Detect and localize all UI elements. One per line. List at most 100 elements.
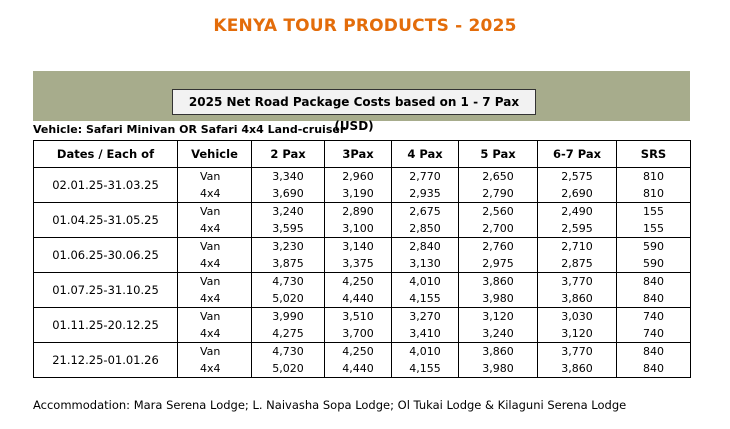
header-srs: SRS xyxy=(616,140,691,168)
price-2pax-cell: 4,730 xyxy=(251,342,325,360)
price-2pax-cell: 5,020 xyxy=(251,360,325,378)
price-srs-cell: 155 xyxy=(616,220,691,238)
vehicle-cell: 4x4 xyxy=(177,255,252,273)
price-4pax-cell: 2,840 xyxy=(391,237,459,255)
header-vehicle: Vehicle xyxy=(177,140,252,168)
price-srs-cell: 590 xyxy=(616,237,691,255)
price-5pax-cell: 2,790 xyxy=(458,185,538,203)
price-6-7pax-cell: 3,120 xyxy=(537,325,617,343)
price-4pax-cell: 2,675 xyxy=(391,202,459,220)
subtitle-box: 2025 Net Road Package Costs based on 1 -… xyxy=(172,89,536,133)
price-5pax-cell: 2,650 xyxy=(458,167,538,185)
price-3pax-cell: 4,250 xyxy=(324,342,392,360)
vehicle-cell: Van xyxy=(177,307,252,325)
header-5pax: 5 Pax xyxy=(458,140,538,168)
header-6-7pax: 6-7 Pax xyxy=(537,140,617,168)
price-6-7pax-cell: 3,770 xyxy=(537,342,617,360)
date-range: 01.06.25-30.06.25 xyxy=(33,237,178,273)
price-srs-cell: 840 xyxy=(616,290,691,308)
price-3pax-cell: 3,700 xyxy=(324,325,392,343)
table-row: 4x4 5,020 4,440 4,155 3,980 3,860 840 xyxy=(34,360,691,378)
price-6-7pax-cell: 2,490 xyxy=(537,202,617,220)
price-5pax-cell: 3,980 xyxy=(458,290,538,308)
date-range: 01.07.25-31.10.25 xyxy=(33,272,178,308)
page-title: KENYA TOUR PRODUCTS - 2025 xyxy=(213,16,517,36)
price-2pax-cell: 4,275 xyxy=(251,325,325,343)
table-row: 01.07.25-31.10.25 Van 4,730 4,250 4,010 3,860… xyxy=(33,272,691,308)
price-2pax-cell: 3,690 xyxy=(251,185,325,203)
price-srs-cell: 155 xyxy=(616,202,691,220)
price-3pax-cell: 3,140 xyxy=(324,237,392,255)
table-row: 4x4 3,875 3,375 3,130 2,975 2,875 590 xyxy=(34,255,691,273)
header-4pax: 4 Pax xyxy=(391,140,459,168)
vehicle-cell: Van xyxy=(177,272,252,290)
vehicle-cell: 4x4 xyxy=(177,325,252,343)
price-4pax-cell: 4,010 xyxy=(391,342,459,360)
price-6-7pax-cell: 3,860 xyxy=(537,290,617,308)
price-2pax-cell: 3,990 xyxy=(251,307,325,325)
price-srs-cell: 810 xyxy=(616,185,691,203)
vehicle-cell: 4x4 xyxy=(177,290,252,308)
price-3pax-cell: 3,375 xyxy=(324,255,392,273)
price-2pax-cell: 3,340 xyxy=(251,167,325,185)
price-srs-cell: 840 xyxy=(616,360,691,378)
vehicle-cell: Van xyxy=(177,202,252,220)
vehicle-cell: Van xyxy=(177,342,252,360)
vehicle-note: Vehicle: Safari Minivan OR Safari 4x4 La… xyxy=(33,123,346,136)
table-row: 02.01.25-31.03.25 Van 3,340 2,960 2,770 2,650… xyxy=(33,167,691,203)
price-4pax-cell: 4,155 xyxy=(391,290,459,308)
price-5pax-cell: 3,120 xyxy=(458,307,538,325)
price-3pax-cell: 2,890 xyxy=(324,202,392,220)
price-srs-cell: 810 xyxy=(616,167,691,185)
table-row: 01.04.25-31.05.25 Van 3,240 2,890 2,675 2,560… xyxy=(33,202,691,238)
vehicle-cell: 4x4 xyxy=(177,185,252,203)
price-2pax-cell: 3,595 xyxy=(251,220,325,238)
price-2pax-cell: 3,875 xyxy=(251,255,325,273)
price-2pax-cell: 5,020 xyxy=(251,290,325,308)
table-row: 21.12.25-01.01.26 Van 4,730 4,250 4,010 3,860… xyxy=(33,342,691,378)
price-4pax-cell: 3,270 xyxy=(391,307,459,325)
price-4pax-cell: 2,850 xyxy=(391,220,459,238)
price-4pax-cell: 3,410 xyxy=(391,325,459,343)
date-range: 21.12.25-01.01.26 xyxy=(33,342,178,378)
price-5pax-cell: 3,860 xyxy=(458,272,538,290)
price-srs-cell: 740 xyxy=(616,325,691,343)
price-5pax-cell: 2,560 xyxy=(458,202,538,220)
price-4pax-cell: 4,155 xyxy=(391,360,459,378)
price-3pax-cell: 4,440 xyxy=(324,360,392,378)
price-6-7pax-cell: 3,030 xyxy=(537,307,617,325)
vehicle-cell: 4x4 xyxy=(177,360,252,378)
price-3pax-cell: 2,960 xyxy=(324,167,392,185)
price-6-7pax-cell: 2,690 xyxy=(537,185,617,203)
price-4pax-cell: 2,770 xyxy=(391,167,459,185)
price-5pax-cell: 2,975 xyxy=(458,255,538,273)
price-2pax-cell: 3,230 xyxy=(251,237,325,255)
vehicle-cell: Van xyxy=(177,167,252,185)
price-6-7pax-cell: 2,595 xyxy=(537,220,617,238)
price-5pax-cell: 3,980 xyxy=(458,360,538,378)
table-row: 01.11.25-20.12.25 Van 3,990 3,510 3,270 3,120… xyxy=(33,307,691,343)
price-5pax-cell: 3,240 xyxy=(458,325,538,343)
price-5pax-cell: 2,700 xyxy=(458,220,538,238)
price-4pax-cell: 3,130 xyxy=(391,255,459,273)
price-3pax-cell: 4,440 xyxy=(324,290,392,308)
price-3pax-cell: 3,100 xyxy=(324,220,392,238)
table-row: 4x4 3,690 3,190 2,935 2,790 2,690 810 xyxy=(34,185,691,203)
price-2pax-cell: 3,240 xyxy=(251,202,325,220)
price-3pax-cell: 3,190 xyxy=(324,185,392,203)
vehicle-cell: 4x4 xyxy=(177,220,252,238)
header-row: Dates / Each of Vehicle 2 Pax 3Pax 4 Pax… xyxy=(33,140,691,168)
date-range: 01.11.25-20.12.25 xyxy=(33,307,178,343)
price-6-7pax-cell: 2,875 xyxy=(537,255,617,273)
price-4pax-cell: 4,010 xyxy=(391,272,459,290)
date-range: 02.01.25-31.03.25 xyxy=(33,167,178,203)
price-3pax-cell: 4,250 xyxy=(324,272,392,290)
vehicle-cell: Van xyxy=(177,237,252,255)
price-2pax-cell: 4,730 xyxy=(251,272,325,290)
price-srs-cell: 590 xyxy=(616,255,691,273)
header-3pax: 3Pax xyxy=(324,140,392,168)
price-srs-cell: 840 xyxy=(616,272,691,290)
accommodation-note: Accommodation: Mara Serena Lodge; L. Nai… xyxy=(33,398,627,412)
price-3pax-cell: 3,510 xyxy=(324,307,392,325)
header-2pax: 2 Pax xyxy=(251,140,325,168)
